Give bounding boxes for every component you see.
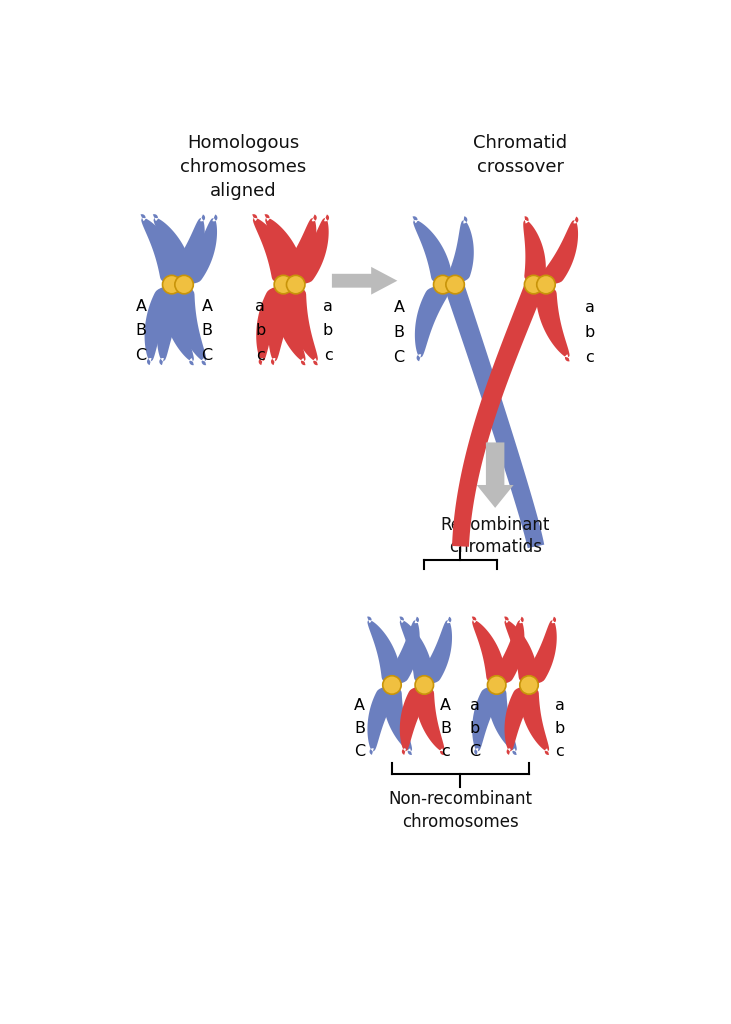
Ellipse shape [520, 676, 538, 694]
Polygon shape [412, 216, 451, 285]
Polygon shape [162, 285, 194, 366]
Text: C: C [469, 743, 481, 759]
Polygon shape [332, 267, 398, 295]
Text: B: B [354, 721, 365, 735]
Text: A: A [393, 300, 404, 315]
Text: a: a [255, 299, 265, 313]
Polygon shape [477, 442, 514, 508]
Polygon shape [153, 214, 192, 285]
Text: c: c [324, 348, 333, 362]
Ellipse shape [383, 676, 401, 694]
Polygon shape [268, 285, 300, 366]
Polygon shape [472, 685, 501, 755]
Polygon shape [388, 616, 420, 685]
Polygon shape [542, 217, 578, 285]
Polygon shape [420, 616, 452, 685]
Ellipse shape [524, 275, 543, 294]
Text: A: A [202, 299, 213, 313]
Text: A: A [440, 697, 451, 713]
Ellipse shape [433, 275, 452, 294]
Polygon shape [252, 214, 292, 285]
Polygon shape [145, 285, 176, 366]
Text: c: c [442, 743, 450, 759]
Polygon shape [280, 214, 317, 285]
Polygon shape [400, 685, 429, 755]
Text: C: C [393, 350, 404, 366]
Text: a: a [323, 299, 333, 313]
Text: b: b [470, 721, 480, 735]
Polygon shape [382, 685, 412, 755]
Text: c: c [556, 743, 564, 759]
Polygon shape [415, 685, 444, 755]
Text: c: c [256, 348, 265, 362]
Text: B: B [440, 721, 451, 735]
Ellipse shape [287, 275, 305, 294]
Text: C: C [135, 348, 146, 362]
Text: a: a [585, 300, 595, 315]
Ellipse shape [446, 275, 464, 294]
Polygon shape [265, 214, 304, 285]
Polygon shape [257, 285, 288, 366]
Polygon shape [367, 616, 401, 685]
Polygon shape [368, 685, 396, 755]
Ellipse shape [175, 275, 193, 294]
Polygon shape [285, 285, 318, 366]
Polygon shape [446, 286, 545, 548]
Polygon shape [536, 285, 569, 361]
Polygon shape [399, 616, 433, 685]
Text: Non-recombinant
chromosomes: Non-recombinant chromosomes [388, 791, 532, 831]
Polygon shape [140, 214, 180, 285]
Ellipse shape [162, 275, 181, 294]
Text: B: B [202, 324, 213, 338]
Polygon shape [493, 616, 524, 685]
Polygon shape [273, 285, 306, 366]
Text: Recombinant
chromatids: Recombinant chromatids [441, 515, 550, 556]
Text: C: C [202, 348, 213, 362]
Polygon shape [174, 285, 206, 366]
Text: A: A [354, 697, 365, 713]
Polygon shape [488, 685, 517, 755]
Text: a: a [470, 697, 480, 713]
Text: B: B [393, 325, 404, 340]
Ellipse shape [488, 676, 506, 694]
Polygon shape [292, 214, 329, 285]
Text: C: C [354, 743, 366, 759]
Polygon shape [181, 214, 217, 285]
Text: b: b [323, 324, 333, 338]
Polygon shape [504, 616, 537, 685]
Ellipse shape [415, 676, 433, 694]
Polygon shape [523, 216, 546, 285]
Polygon shape [525, 616, 557, 685]
Text: b: b [255, 324, 265, 338]
Polygon shape [157, 285, 189, 366]
Ellipse shape [274, 275, 292, 294]
Text: c: c [586, 350, 594, 366]
Polygon shape [520, 685, 549, 755]
Polygon shape [168, 214, 205, 285]
Text: B: B [135, 324, 146, 338]
Polygon shape [452, 285, 543, 547]
Text: Chromatid
crossover: Chromatid crossover [474, 134, 567, 176]
Text: b: b [585, 325, 595, 340]
Text: Homologous
chromosomes
aligned: Homologous chromosomes aligned [181, 134, 306, 200]
Text: b: b [555, 721, 565, 735]
Text: A: A [135, 299, 146, 313]
Polygon shape [504, 685, 534, 755]
Ellipse shape [537, 275, 556, 294]
Polygon shape [448, 216, 474, 285]
Polygon shape [471, 616, 505, 685]
Polygon shape [415, 285, 447, 361]
Text: a: a [555, 697, 565, 713]
